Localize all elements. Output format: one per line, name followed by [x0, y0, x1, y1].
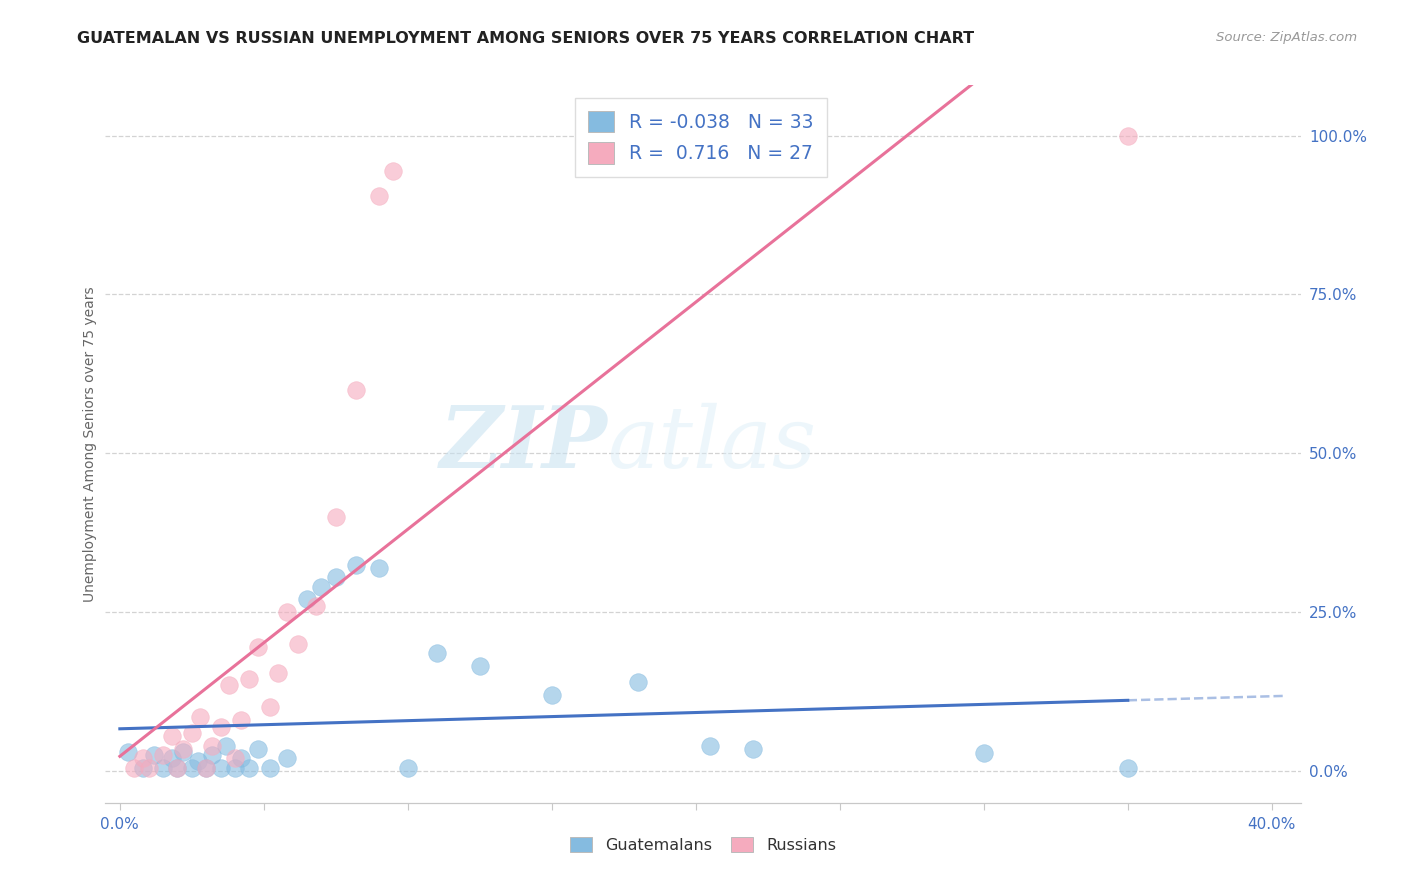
Point: [1116, 128, 1139, 143]
Point: [215, 739, 238, 753]
Point: [973, 746, 995, 760]
Point: [209, 720, 232, 734]
Point: [325, 509, 347, 524]
Point: [117, 745, 139, 759]
Point: [287, 637, 309, 651]
Point: [305, 599, 328, 613]
Point: [160, 729, 183, 743]
Point: [195, 761, 218, 775]
Text: ZIP: ZIP: [440, 402, 607, 485]
Point: [138, 761, 160, 775]
Point: [1116, 761, 1139, 775]
Point: [160, 751, 183, 765]
Point: [218, 678, 240, 692]
Point: [426, 647, 449, 661]
Point: [190, 710, 212, 724]
Point: [259, 761, 281, 775]
Point: [166, 761, 188, 775]
Y-axis label: Unemployment Among Seniors over 75 years: Unemployment Among Seniors over 75 years: [83, 286, 97, 601]
Point: [143, 748, 166, 763]
Point: [344, 558, 367, 572]
Point: [152, 761, 174, 775]
Point: [166, 761, 188, 775]
Point: [382, 163, 405, 178]
Point: [229, 713, 252, 727]
Point: [325, 570, 347, 584]
Point: [267, 665, 290, 680]
Point: [180, 726, 202, 740]
Point: [247, 741, 270, 756]
Point: [172, 741, 194, 756]
Text: Source: ZipAtlas.com: Source: ZipAtlas.com: [1216, 31, 1357, 45]
Point: [247, 640, 270, 654]
Point: [468, 659, 491, 673]
Point: [224, 761, 246, 775]
Point: [201, 748, 224, 763]
Point: [295, 592, 318, 607]
Point: [132, 751, 155, 765]
Text: atlas: atlas: [607, 402, 817, 485]
Point: [224, 751, 246, 765]
Point: [238, 761, 260, 775]
Point: [201, 739, 224, 753]
Point: [187, 755, 209, 769]
Point: [276, 751, 298, 765]
Point: [396, 761, 419, 775]
Point: [180, 761, 202, 775]
Point: [172, 745, 194, 759]
Legend: Guatemalans, Russians: Guatemalans, Russians: [564, 831, 842, 859]
Text: GUATEMALAN VS RUSSIAN UNEMPLOYMENT AMONG SENIORS OVER 75 YEARS CORRELATION CHART: GUATEMALAN VS RUSSIAN UNEMPLOYMENT AMONG…: [77, 31, 974, 46]
Point: [540, 688, 562, 702]
Point: [627, 675, 650, 690]
Point: [122, 761, 145, 775]
Point: [195, 761, 218, 775]
Point: [311, 580, 333, 594]
Point: [209, 761, 232, 775]
Point: [344, 383, 367, 397]
Point: [276, 605, 298, 619]
Point: [152, 748, 174, 763]
Point: [699, 739, 721, 753]
Point: [259, 700, 281, 714]
Point: [742, 741, 765, 756]
Point: [368, 560, 391, 574]
Point: [238, 672, 260, 686]
Point: [368, 189, 391, 203]
Point: [132, 761, 155, 775]
Point: [229, 751, 252, 765]
